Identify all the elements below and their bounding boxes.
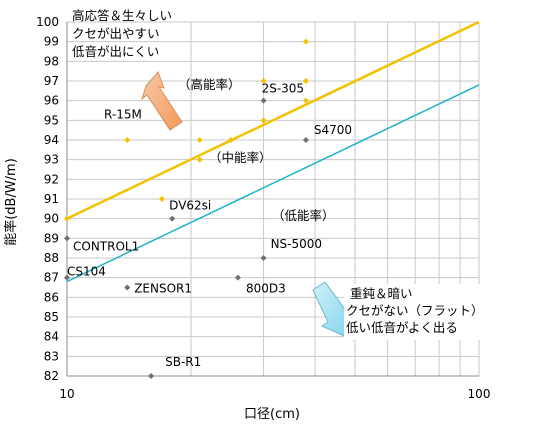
data-point — [260, 78, 267, 84]
y-tick-label: 99 — [44, 35, 59, 49]
data-point — [227, 137, 234, 143]
y-tick-label: 92 — [44, 172, 59, 186]
data-point — [302, 78, 309, 84]
y-tick-label: 96 — [44, 94, 59, 108]
y-tick-label: 84 — [44, 330, 59, 344]
y-tick-label: 90 — [44, 212, 59, 226]
data-point — [302, 137, 309, 143]
y-axis-title: 能率(dB/W/m) — [3, 158, 19, 246]
data-point — [64, 274, 70, 281]
annotation-top-line-1: 高応答＆生々しい — [72, 8, 172, 23]
data-point — [64, 215, 70, 222]
point-label: 2S-305 — [262, 82, 305, 96]
data-point — [234, 274, 241, 281]
data-point — [196, 137, 203, 143]
point-label: DV62si — [169, 199, 211, 213]
data-point — [196, 156, 203, 163]
label-high-efficiency: （高能率） — [178, 77, 241, 92]
annotation-bottom-line-2: クセがない（フラット） — [346, 303, 484, 318]
y-tick-label: 100 — [36, 15, 59, 29]
point-label: NS-5000 — [271, 237, 322, 251]
data-point — [260, 117, 267, 124]
data-point — [124, 137, 131, 143]
point-label: S4700 — [314, 123, 352, 137]
tick-labels: 82 83 84 85 86 87 88 89 90 91 92 93 94 95 96 97 98 99 100 1… — [36, 15, 490, 401]
y-tick-label: 94 — [44, 133, 59, 147]
trendlines — [66, 20, 480, 283]
y-tick-label: 85 — [44, 310, 59, 324]
data-point — [302, 38, 309, 45]
trendline — [66, 84, 480, 283]
y-tick-label: 95 — [44, 113, 59, 127]
annotation-bottom-line-3: 低い低音がよく出る — [346, 320, 458, 335]
y-tick-label: 98 — [44, 54, 59, 68]
y-tick-label: 83 — [44, 349, 59, 363]
y-tick-label: 91 — [44, 192, 59, 206]
y-tick-label: 82 — [44, 369, 59, 383]
data-point — [169, 215, 176, 222]
y-tick-label: 89 — [44, 231, 59, 245]
y-tick-label: 97 — [44, 74, 59, 88]
annotation-top-line-3: 低音が出にくい — [72, 44, 159, 59]
point-label: ZENSOR1 — [134, 282, 192, 296]
data-point — [64, 235, 70, 242]
data-point — [148, 373, 155, 379]
data-point — [302, 97, 309, 104]
annotation-top-line-2: クセが出やすい — [72, 26, 160, 41]
up-arrow-icon — [141, 71, 183, 131]
data-points: CONTROL1 CS104 ZENSOR1 DV62si SB-R1 800D3 NS-5… — [64, 38, 352, 379]
data-point — [260, 97, 267, 104]
y-tick-label: 88 — [44, 251, 59, 265]
y-tick-label: 87 — [44, 271, 59, 285]
point-label: CONTROL1 — [73, 239, 139, 253]
x-tick-label: 10 — [59, 387, 74, 401]
point-label: R-15M — [104, 107, 142, 121]
point-label: CS104 — [67, 265, 106, 279]
point-label: 800D3 — [246, 282, 286, 296]
x-tick-label: 100 — [468, 387, 491, 401]
point-label: SB-R1 — [165, 355, 201, 369]
data-point — [260, 255, 267, 261]
label-low-efficiency: （低能率） — [272, 208, 335, 223]
trendline — [66, 20, 480, 220]
annotation-bottom-line-1: 重鈍＆暗い — [350, 286, 413, 301]
x-axis-title: 口径(cm) — [244, 407, 300, 422]
data-point — [158, 196, 165, 202]
annotation-bottom-background — [344, 284, 494, 340]
y-tick-label: 93 — [44, 153, 59, 167]
data-point — [124, 284, 131, 291]
y-tick-label: 86 — [44, 290, 59, 304]
label-mid-efficiency: （中能率） — [209, 150, 272, 165]
